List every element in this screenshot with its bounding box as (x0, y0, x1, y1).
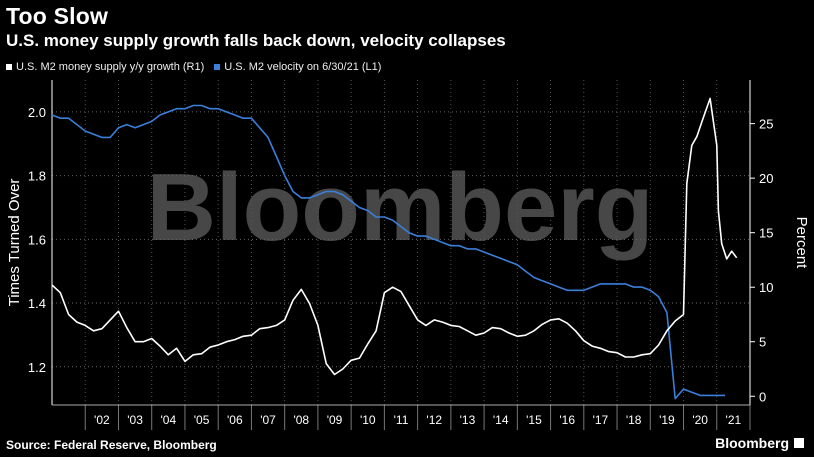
chart-legend: U.S. M2 money supply y/y growth (R1) U.S… (6, 61, 381, 73)
x-tick-label: '18 (626, 413, 642, 427)
y-left-tick-label: 1.6 (28, 232, 46, 247)
y-right-tick-label: 15 (759, 226, 773, 241)
legend-swatch-m2-velocity (214, 64, 221, 70)
y-left-tick-label: 2.0 (28, 105, 46, 120)
y-right-tick-label: 10 (759, 280, 773, 295)
brand-logo: Bloomberg (715, 435, 804, 451)
x-tick-label: '03 (127, 413, 143, 427)
legend-label-m2-growth: U.S. M2 money supply y/y growth (R1) (16, 61, 205, 73)
x-tick-label: '19 (659, 413, 675, 427)
y-right-tick-label: 0 (759, 389, 766, 404)
x-tick-label: '04 (161, 413, 177, 427)
x-tick-label: '21 (726, 413, 742, 427)
x-tick-label: '06 (227, 413, 243, 427)
y-left-tick-label: 1.4 (28, 296, 46, 311)
y-right-tick-label: 25 (759, 117, 773, 132)
x-tick-label: '02 (94, 413, 110, 427)
source-note: Source: Federal Reserve, Bloomberg (6, 438, 217, 452)
watermark: Bloomberg (147, 154, 654, 261)
brand-name: Bloomberg (715, 435, 789, 451)
x-tick-label: '17 (593, 413, 609, 427)
x-tick-label: '10 (360, 413, 376, 427)
x-tick-label: '09 (327, 413, 343, 427)
x-tick-label: '11 (394, 413, 409, 427)
chart-subtitle: U.S. money supply growth falls back down… (6, 31, 506, 50)
x-tick-label: '05 (194, 413, 210, 427)
y-left-tick-label: 1.8 (28, 169, 46, 184)
brand-mark-icon (794, 438, 804, 448)
x-tick-label: '20 (692, 413, 708, 427)
x-tick-label: '12 (426, 413, 442, 427)
y-right-tick-label: 20 (759, 171, 773, 186)
legend-label-m2-velocity: U.S. M2 velocity on 6/30/21 (L1) (224, 61, 382, 73)
x-tick-label: '13 (460, 413, 476, 427)
legend-swatch-m2-growth (6, 64, 12, 70)
x-tick-label: '07 (260, 413, 276, 427)
x-tick-label: '16 (559, 413, 575, 427)
x-tick-label: '14 (493, 413, 509, 427)
y-right-tick-label: 5 (759, 335, 766, 350)
x-tick-label: '15 (526, 413, 542, 427)
y-left-tick-label: 1.2 (28, 360, 46, 375)
y-left-axis-title: Times Turned Over (6, 179, 23, 307)
chart-title: Too Slow (6, 3, 109, 29)
series-line-m2-velocity (51, 104, 726, 400)
y-right-axis-title: Percent (793, 217, 810, 270)
x-tick-label: '08 (293, 413, 309, 427)
series-line-m2-growth (51, 97, 738, 376)
